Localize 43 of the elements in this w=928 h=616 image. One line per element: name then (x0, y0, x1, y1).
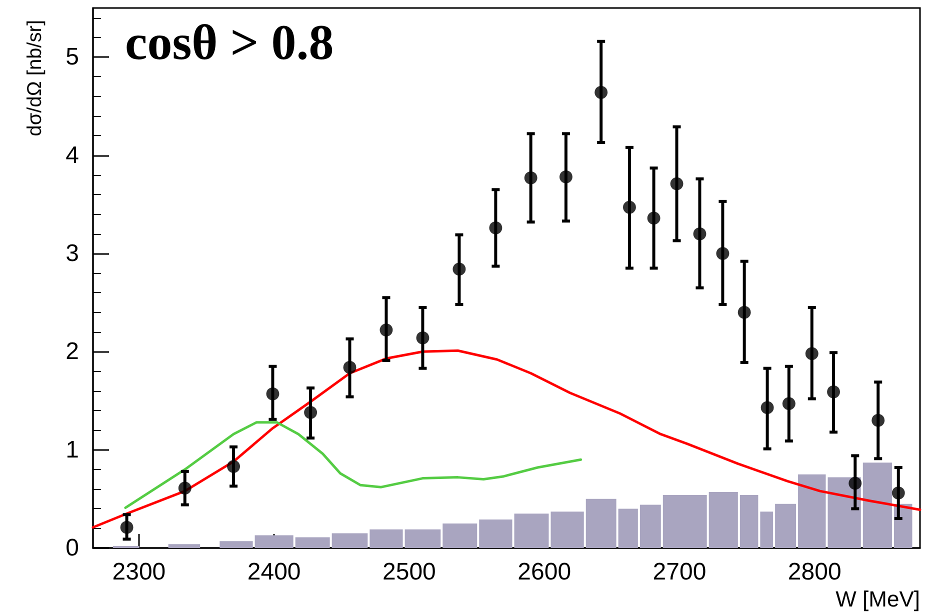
point (489, 221, 502, 234)
point (782, 397, 796, 410)
point (827, 385, 840, 398)
point (892, 486, 905, 500)
point (178, 482, 192, 495)
point (716, 246, 730, 260)
x-tick-label: 2400 (247, 558, 301, 586)
x-tick-label: 2500 (382, 558, 436, 586)
point (805, 347, 818, 360)
point (872, 414, 885, 427)
point (848, 476, 862, 490)
point (594, 86, 608, 99)
point (227, 460, 240, 474)
y-tick-label: 1 (66, 436, 79, 464)
point (452, 262, 466, 276)
line-series (124, 421, 582, 509)
y-tick-label: 2 (66, 338, 79, 366)
y-tick-label: 4 (66, 142, 79, 169)
y-axis-title: dσ/dΩ [nb/sr] (24, 20, 46, 136)
point (380, 324, 393, 337)
point (622, 200, 636, 214)
line-series (92, 349, 922, 529)
x-axis-title: W [MeV] (836, 586, 920, 612)
x-tick-label: 2600 (518, 558, 572, 586)
chart-title: cosθ > 0.8 (125, 14, 334, 70)
y-tick-label: 3 (66, 240, 79, 267)
point (343, 360, 356, 374)
y-tick-label: 5 (66, 44, 79, 71)
point (416, 331, 430, 344)
y-tick-label: 0 (66, 534, 79, 562)
point (304, 406, 318, 420)
point (120, 520, 134, 534)
point (670, 177, 684, 190)
x-tick-label: 2300 (112, 558, 166, 586)
point (559, 170, 572, 184)
point (760, 401, 774, 414)
point (738, 306, 751, 319)
x-tick-label: 2700 (652, 558, 706, 586)
point (266, 387, 280, 400)
x-tick-label: 2800 (788, 558, 842, 586)
point (647, 212, 660, 225)
point (524, 171, 538, 184)
point (693, 227, 706, 240)
